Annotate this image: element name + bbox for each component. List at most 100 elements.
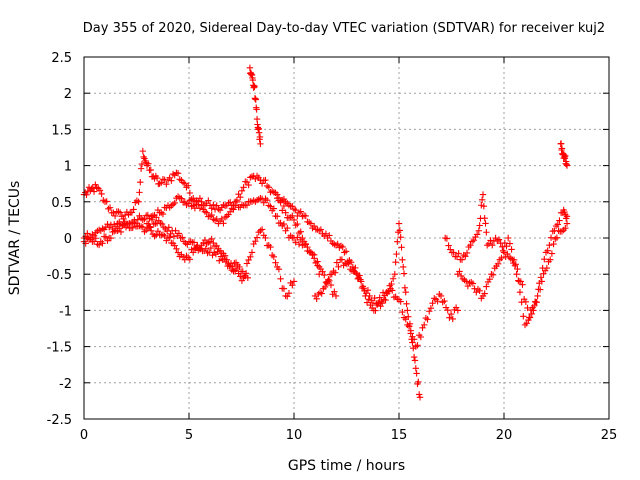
data-point bbox=[243, 201, 251, 209]
data-point bbox=[445, 242, 452, 249]
data-point bbox=[395, 220, 403, 227]
data-point bbox=[436, 291, 443, 298]
data-point bbox=[372, 307, 379, 314]
y-axis-label: SDTVAR / TECUs bbox=[7, 181, 23, 296]
data-point bbox=[84, 230, 91, 237]
data-point bbox=[235, 191, 242, 198]
data-point bbox=[236, 263, 243, 271]
chart-ticks: 0 5 10 15 20 25 -2.5 -2 -1.5 -1 -0.5 0 0.5 1 1.5 2 2.5 bbox=[47, 51, 618, 443]
data-point bbox=[262, 195, 269, 202]
data-point bbox=[148, 216, 156, 224]
data-point bbox=[486, 276, 493, 283]
data-point bbox=[190, 194, 197, 202]
data-point bbox=[275, 194, 283, 201]
data-point bbox=[280, 220, 288, 228]
data-point bbox=[290, 234, 298, 242]
data-point bbox=[284, 224, 291, 232]
data-point bbox=[328, 271, 335, 278]
data-point bbox=[190, 249, 197, 256]
data-point bbox=[242, 270, 250, 277]
data-point bbox=[153, 174, 161, 182]
data-point bbox=[424, 316, 431, 323]
data-point bbox=[357, 276, 364, 283]
data-point bbox=[253, 234, 261, 241]
data-point bbox=[120, 215, 127, 223]
data-point bbox=[410, 353, 418, 361]
data-point bbox=[342, 248, 350, 255]
data-point bbox=[174, 170, 182, 177]
data-point bbox=[434, 298, 441, 305]
data-point bbox=[206, 213, 214, 220]
series-track-10 bbox=[557, 140, 571, 169]
data-point bbox=[186, 256, 194, 263]
data-point bbox=[478, 196, 486, 204]
data-point bbox=[444, 307, 451, 314]
data-point bbox=[410, 336, 418, 343]
data-point bbox=[280, 202, 288, 210]
data-point bbox=[99, 240, 106, 247]
data-point bbox=[158, 179, 165, 186]
data-point bbox=[562, 152, 569, 160]
data-point bbox=[399, 308, 406, 316]
data-point bbox=[505, 234, 512, 242]
data-point bbox=[352, 264, 359, 272]
data-point bbox=[415, 391, 423, 398]
y-tick-label: 0.5 bbox=[51, 196, 72, 211]
data-point bbox=[427, 305, 435, 312]
data-point bbox=[504, 250, 511, 258]
y-tick-label: -0.5 bbox=[47, 268, 72, 283]
data-point bbox=[526, 314, 534, 321]
data-point bbox=[376, 294, 383, 301]
data-point bbox=[208, 235, 215, 243]
data-point bbox=[313, 295, 320, 302]
y-tick-label: -1 bbox=[59, 304, 72, 319]
data-point bbox=[292, 221, 299, 229]
data-point bbox=[520, 313, 527, 320]
data-point bbox=[156, 180, 163, 187]
data-point bbox=[196, 195, 204, 202]
data-point bbox=[388, 280, 395, 288]
data-point bbox=[295, 240, 303, 248]
data-point bbox=[447, 246, 454, 253]
data-point bbox=[528, 310, 535, 318]
data-point bbox=[274, 213, 281, 220]
data-point bbox=[147, 224, 154, 231]
data-point bbox=[413, 370, 420, 377]
data-point bbox=[556, 217, 563, 224]
data-point bbox=[422, 314, 430, 322]
data-point bbox=[137, 165, 145, 172]
x-tick-label: 0 bbox=[80, 428, 88, 443]
data-point bbox=[469, 280, 477, 287]
x-tick-label: 15 bbox=[391, 428, 408, 443]
data-point bbox=[483, 283, 490, 290]
series-track-9 bbox=[454, 220, 571, 329]
data-point bbox=[105, 205, 112, 213]
data-point bbox=[443, 235, 451, 242]
data-point bbox=[538, 278, 545, 285]
data-point bbox=[513, 271, 520, 278]
data-point bbox=[251, 83, 258, 91]
data-point bbox=[165, 224, 173, 231]
data-point bbox=[414, 342, 421, 349]
data-point bbox=[464, 282, 472, 290]
x-tick-label: 25 bbox=[601, 428, 618, 443]
data-point bbox=[98, 190, 105, 198]
data-point bbox=[260, 199, 267, 206]
data-point bbox=[110, 209, 117, 216]
data-point bbox=[292, 206, 299, 214]
y-tick-label: -1.5 bbox=[47, 341, 72, 356]
data-point bbox=[95, 241, 103, 249]
data-point bbox=[245, 181, 252, 189]
data-point bbox=[215, 205, 222, 213]
series-track-6 bbox=[274, 191, 424, 401]
data-point bbox=[541, 256, 548, 263]
data-point bbox=[213, 202, 220, 209]
data-point bbox=[322, 230, 330, 237]
data-point bbox=[462, 253, 469, 260]
data-point bbox=[397, 298, 404, 305]
data-point bbox=[104, 221, 111, 228]
data-point bbox=[523, 320, 530, 327]
data-point bbox=[168, 177, 175, 184]
data-point bbox=[137, 223, 145, 230]
data-point bbox=[488, 271, 495, 278]
